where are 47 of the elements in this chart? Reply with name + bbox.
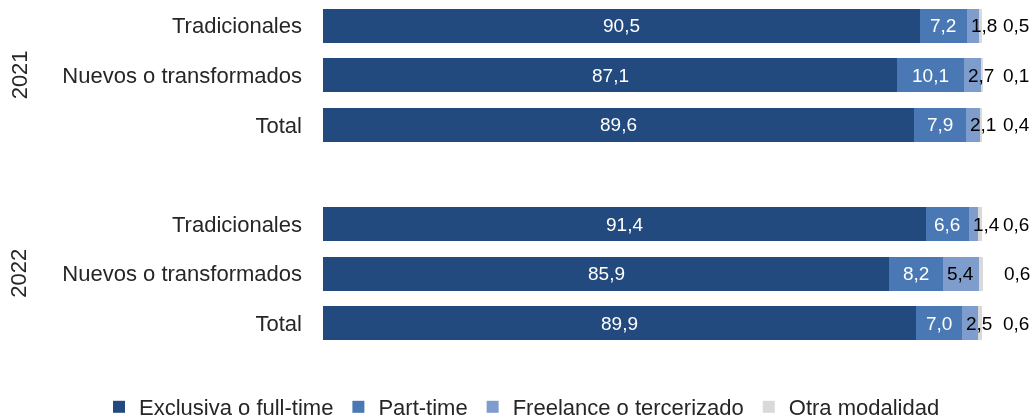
- data-label: 7,0: [926, 313, 953, 334]
- data-label: 85,9: [588, 263, 625, 284]
- bar: [979, 256, 983, 291]
- data-label: 91,4: [606, 214, 644, 235]
- data-label: 0,6: [1004, 263, 1031, 284]
- bar: [323, 256, 890, 291]
- y-tick-label: Tradicionales: [171, 13, 302, 39]
- legend-label: Part-time: [378, 395, 468, 418]
- bar: [919, 8, 968, 43]
- bar: [323, 107, 914, 143]
- data-label: 0,6: [1003, 214, 1030, 235]
- bar: [915, 306, 962, 341]
- y-tick-label: Nuevos o transformados: [62, 261, 302, 287]
- data-label: 0,6: [1003, 313, 1030, 334]
- data-label: 1,4: [973, 214, 1000, 235]
- text: 2022: [6, 248, 32, 298]
- data-label: 5,4: [947, 263, 974, 284]
- data-label: 2,5: [966, 313, 993, 334]
- y-tick-label: Nuevos o transformados: [62, 63, 302, 89]
- y-tick-label: Total: [255, 310, 302, 336]
- data-label: 6,6: [934, 214, 961, 235]
- text: 2021: [6, 50, 32, 100]
- bar: [323, 58, 898, 93]
- bar: [897, 58, 964, 93]
- bar: [323, 206, 926, 242]
- data-label: 87,1: [592, 65, 629, 86]
- y-tick-label: Total: [255, 112, 302, 138]
- bar: [913, 107, 966, 143]
- data-label: 10,1: [912, 65, 949, 86]
- data-label: 7,2: [930, 15, 957, 36]
- data-label: 89,9: [601, 313, 638, 334]
- data-label: 2,1: [970, 114, 997, 135]
- data-label: 0,4: [1003, 114, 1030, 135]
- data-label: 90,5: [603, 15, 640, 36]
- y-tick-label: Tradicionales: [171, 211, 302, 237]
- data-label: 8,2: [903, 263, 930, 284]
- data-label: 7,9: [927, 114, 954, 135]
- legend-label: Otra modalidad: [788, 395, 940, 418]
- data-label: 2,7: [968, 65, 995, 86]
- data-label: 89,6: [600, 114, 637, 135]
- legend-label: Freelance o tercerizado: [512, 395, 744, 418]
- bar: [323, 306, 916, 341]
- data-label: 0,5: [1003, 15, 1030, 36]
- legend-label: Exclusiva o full-time: [139, 395, 334, 418]
- data-label: 1,8: [971, 15, 998, 36]
- data-label: 0,1: [1003, 65, 1030, 86]
- bar: [323, 8, 920, 43]
